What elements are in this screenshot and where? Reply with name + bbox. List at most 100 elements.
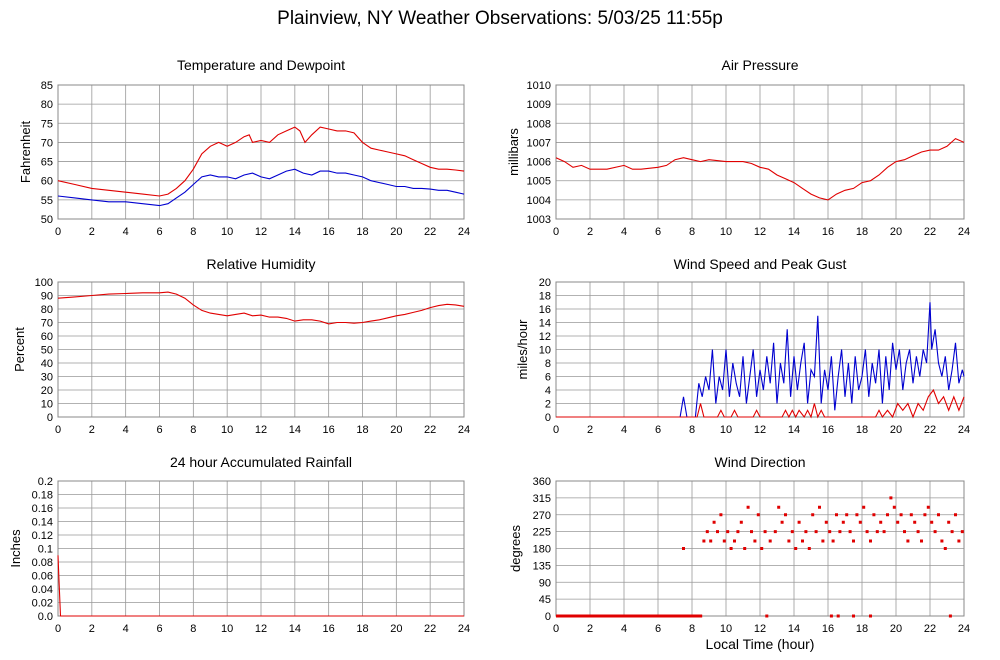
rain-ytick-label: 0.04 bbox=[32, 584, 53, 596]
temp-xtick-label: 2 bbox=[89, 226, 95, 238]
direction-ytick-label: 90 bbox=[539, 577, 551, 589]
direction-xtick-label: 18 bbox=[856, 623, 868, 635]
humidity-ytick-label: 70 bbox=[41, 318, 53, 330]
wind-ytick-label: 8 bbox=[545, 358, 551, 370]
pressure-ytick-label: 1003 bbox=[527, 214, 551, 226]
direction-xtick-label: 12 bbox=[754, 623, 766, 635]
rain-xtick-label: 16 bbox=[323, 623, 335, 635]
direction-point bbox=[852, 614, 855, 618]
pressure-xtick-label: 14 bbox=[788, 226, 800, 238]
pressure-ytick-label: 1006 bbox=[527, 157, 551, 169]
direction-xtick-label: 22 bbox=[924, 623, 936, 635]
pressure-title: Air Pressure bbox=[721, 57, 798, 73]
humidity-xtick-label: 8 bbox=[190, 424, 196, 436]
direction-point bbox=[831, 539, 835, 543]
direction-point bbox=[835, 513, 838, 517]
direction-point bbox=[743, 547, 747, 550]
direction-point bbox=[957, 539, 961, 543]
direction-point bbox=[948, 614, 952, 618]
pressure-ytick-label: 1009 bbox=[527, 99, 551, 111]
direction-point bbox=[838, 530, 842, 534]
direction-point bbox=[716, 530, 719, 534]
humidity-xtick-label: 12 bbox=[255, 424, 267, 436]
direction-point bbox=[705, 530, 709, 534]
direction-point bbox=[869, 539, 872, 543]
humidity-ytick-label: 40 bbox=[41, 358, 53, 370]
humidity-xtick-label: 20 bbox=[390, 424, 402, 436]
wind-ytick-label: 6 bbox=[545, 372, 551, 384]
direction-title: Wind Direction bbox=[714, 454, 805, 470]
humidity-xtick-label: 14 bbox=[289, 424, 301, 436]
direction-point bbox=[811, 513, 815, 517]
direction-xtick-label: 10 bbox=[720, 623, 732, 635]
wind-series-blue-line bbox=[556, 302, 965, 418]
humidity-xtick-label: 4 bbox=[123, 424, 129, 436]
direction-point bbox=[790, 530, 794, 534]
direction-point bbox=[736, 530, 740, 534]
direction-point bbox=[916, 530, 920, 534]
wind-title: Wind Speed and Peak Gust bbox=[674, 256, 847, 272]
humidity-frame bbox=[57, 281, 465, 418]
humidity-ytick-label: 80 bbox=[41, 304, 53, 316]
wind-xtick-label: 24 bbox=[958, 424, 970, 436]
temp-title: Temperature and Dewpoint bbox=[177, 57, 345, 73]
direction-ytick-label: 45 bbox=[539, 594, 551, 606]
pressure-ytick-label: 1005 bbox=[527, 176, 551, 188]
humidity-xtick-label: 24 bbox=[458, 424, 470, 436]
page-title: Plainview, NY Weather Observations: 5/03… bbox=[277, 8, 723, 29]
temp-xtick-label: 16 bbox=[323, 226, 335, 238]
rain-xtick-label: 20 bbox=[390, 623, 402, 635]
direction-point bbox=[780, 520, 784, 524]
direction-point bbox=[756, 513, 760, 517]
direction-point bbox=[906, 539, 910, 543]
direction-xtick-label: 14 bbox=[788, 623, 800, 635]
temp-xtick-label: 20 bbox=[390, 226, 402, 238]
direction-point bbox=[892, 505, 896, 509]
direction-point bbox=[814, 530, 818, 534]
humidity-xtick-label: 10 bbox=[221, 424, 233, 436]
wind-xtick-label: 12 bbox=[754, 424, 766, 436]
pressure-xtick-label: 22 bbox=[924, 226, 936, 238]
wind-ytick-label: 10 bbox=[539, 345, 551, 357]
rain-xtick-label: 12 bbox=[255, 623, 267, 635]
temp-xtick-label: 14 bbox=[289, 226, 301, 238]
humidity-ytick-label: 50 bbox=[41, 345, 53, 357]
direction-point bbox=[801, 539, 804, 543]
wind-xtick-label: 16 bbox=[822, 424, 834, 436]
direction-point bbox=[763, 530, 767, 534]
direction-point bbox=[882, 530, 886, 534]
direction-point bbox=[889, 496, 893, 500]
direction-xtick-label: 20 bbox=[890, 623, 902, 635]
pressure-xtick-label: 12 bbox=[754, 226, 766, 238]
rain-ytick-label: 0.12 bbox=[32, 530, 53, 542]
temp-ylabel: Fahrenheit bbox=[18, 121, 33, 184]
rain-xtick-label: 6 bbox=[156, 623, 162, 635]
direction-point bbox=[950, 530, 954, 534]
temp-series-blue-line bbox=[57, 168, 465, 207]
temp-ytick-label: 75 bbox=[41, 118, 53, 130]
humidity-chart: 0 2 4 6 8 10 12 14 16 18 20 22 240102030405060708090… bbox=[12, 256, 470, 436]
direction-point bbox=[913, 520, 917, 524]
pressure-ylabel: millibars bbox=[506, 128, 521, 176]
pressure-xtick-label: 8 bbox=[689, 226, 695, 238]
direction-point bbox=[858, 520, 862, 524]
direction-xtick-label: 0 bbox=[553, 623, 559, 635]
direction-ytick-label: 225 bbox=[533, 527, 551, 539]
humidity-ytick-label: 10 bbox=[41, 399, 53, 411]
wind-ytick-label: 0 bbox=[545, 412, 551, 424]
humidity-xtick-label: 16 bbox=[323, 424, 335, 436]
rain-ylabel: Inches bbox=[8, 529, 23, 568]
temp-xtick-label: 18 bbox=[356, 226, 368, 238]
rain-ytick-label: 0.14 bbox=[32, 517, 53, 529]
humidity-series-red-line bbox=[57, 291, 465, 325]
pressure-xtick-label: 4 bbox=[621, 226, 627, 238]
pressure-chart: 0 2 4 6 8 10 12 14 16 18 20 22 241003100410051006100… bbox=[506, 57, 970, 238]
direction-point bbox=[709, 539, 713, 543]
wind-xtick-label: 8 bbox=[689, 424, 695, 436]
wind-ytick-label: 16 bbox=[539, 304, 551, 316]
x-axis-caption: Local Time (hour) bbox=[705, 636, 815, 652]
direction-point bbox=[875, 530, 879, 534]
direction-point bbox=[852, 539, 855, 543]
direction-point bbox=[784, 513, 787, 517]
humidity-xtick-label: 22 bbox=[424, 424, 436, 436]
